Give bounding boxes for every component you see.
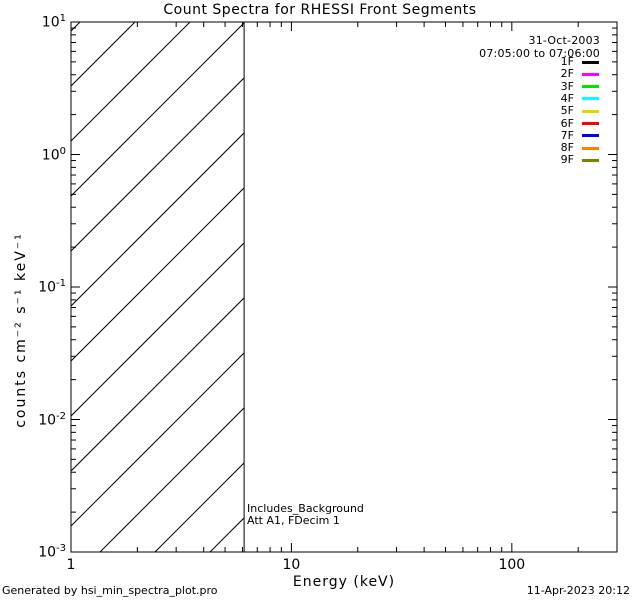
footer-generated-by: Generated by hsi_min_spectra_plot.pro	[2, 584, 218, 597]
x-axis-label: Energy (keV)	[292, 574, 396, 590]
legend-date: 31-Oct-2003	[528, 34, 600, 47]
legend-color-line-5F	[582, 109, 599, 113]
legend-color-line-4F	[582, 97, 599, 101]
legend-label-2F: 2F	[560, 67, 574, 81]
chart-title: Count Spectra for RHESSI Front Segments	[163, 2, 477, 18]
legend-color-line-7F	[582, 134, 599, 138]
x-axis-ticks	[70, 22, 579, 552]
y-tick-label: 101	[41, 12, 66, 31]
legend-color-line-3F	[582, 85, 599, 89]
x-tick-label: 10	[282, 557, 301, 573]
y-axis-label: counts cm⁻² s⁻¹ keV⁻¹	[13, 232, 29, 428]
x-tick-label: 100	[498, 557, 526, 573]
legend-label-5F: 5F	[560, 104, 574, 118]
y-tick-label: 10-2	[38, 410, 66, 428]
legend-color-line-6F	[582, 122, 599, 125]
legend-label-3F: 3F	[560, 79, 574, 93]
x-tick-label: 1	[66, 557, 76, 573]
legend-time-range: 07:05:00 to 07:06:00	[479, 47, 600, 60]
legend-label-6F: 6F	[560, 116, 574, 130]
legend-label-1F: 1F	[560, 55, 574, 68]
y-tick-label: 10-1	[38, 277, 66, 296]
legend-color-line-9F	[582, 158, 599, 162]
legend-color-line-2F	[582, 72, 599, 76]
legend-label-7F: 7F	[560, 128, 574, 142]
legend-label-4F: 4F	[560, 91, 574, 105]
annotation-block: Includes_Background Att A1, FDecim 1	[247, 503, 364, 526]
legend-color-line-1F	[582, 60, 599, 64]
annotation-attenuator-state: Att A1, FDecim 1	[247, 513, 340, 527]
footer-timestamp: 11-Apr-2023 20:12	[526, 584, 630, 597]
legend-color-line-8F	[582, 146, 599, 150]
annotation-includes-background: Includes_Background	[247, 502, 364, 515]
y-tick-label: 10-3	[38, 542, 66, 561]
legend-label-9F: 9F	[560, 153, 574, 167]
legend-label-8F: 8F	[560, 141, 574, 155]
y-tick-label: 100	[41, 145, 66, 163]
y-axis-ticks	[71, 21, 617, 553]
